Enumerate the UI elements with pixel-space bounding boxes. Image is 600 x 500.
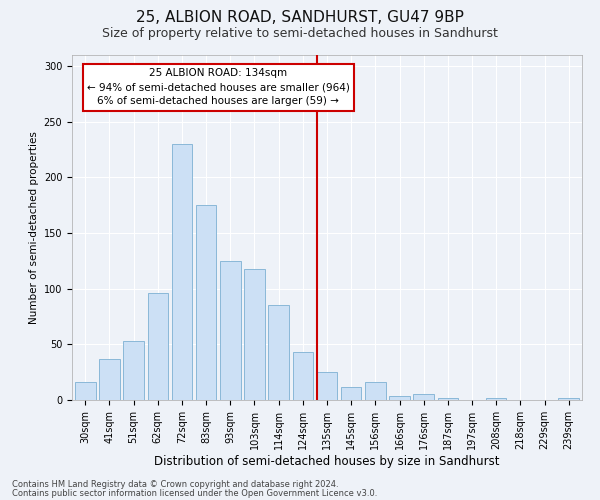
Bar (341, 386, 361, 400)
Bar (437, 398, 458, 400)
Bar (220, 261, 241, 400)
Bar (244, 268, 265, 400)
Bar (365, 382, 386, 400)
Bar (317, 372, 337, 400)
Text: 25 ALBION ROAD: 134sqm
← 94% of semi-detached houses are smaller (964)
6% of sem: 25 ALBION ROAD: 134sqm ← 94% of semi-det… (87, 68, 350, 106)
Bar (486, 398, 506, 400)
Bar (99, 359, 120, 400)
Text: 25, ALBION ROAD, SANDHURST, GU47 9BP: 25, ALBION ROAD, SANDHURST, GU47 9BP (136, 10, 464, 25)
X-axis label: Distribution of semi-detached houses by size in Sandhurst: Distribution of semi-detached houses by … (154, 454, 500, 468)
Bar (389, 396, 410, 400)
Bar (293, 352, 313, 400)
Y-axis label: Number of semi-detached properties: Number of semi-detached properties (29, 131, 40, 324)
Bar (196, 205, 217, 400)
Bar (268, 306, 289, 400)
Text: Size of property relative to semi-detached houses in Sandhurst: Size of property relative to semi-detach… (102, 28, 498, 40)
Bar (75, 382, 95, 400)
Bar (413, 394, 434, 400)
Bar (148, 293, 168, 400)
Text: Contains HM Land Registry data © Crown copyright and database right 2024.: Contains HM Land Registry data © Crown c… (12, 480, 338, 489)
Text: Contains public sector information licensed under the Open Government Licence v3: Contains public sector information licen… (12, 488, 377, 498)
Bar (559, 398, 579, 400)
Bar (124, 341, 144, 400)
Bar (172, 144, 192, 400)
